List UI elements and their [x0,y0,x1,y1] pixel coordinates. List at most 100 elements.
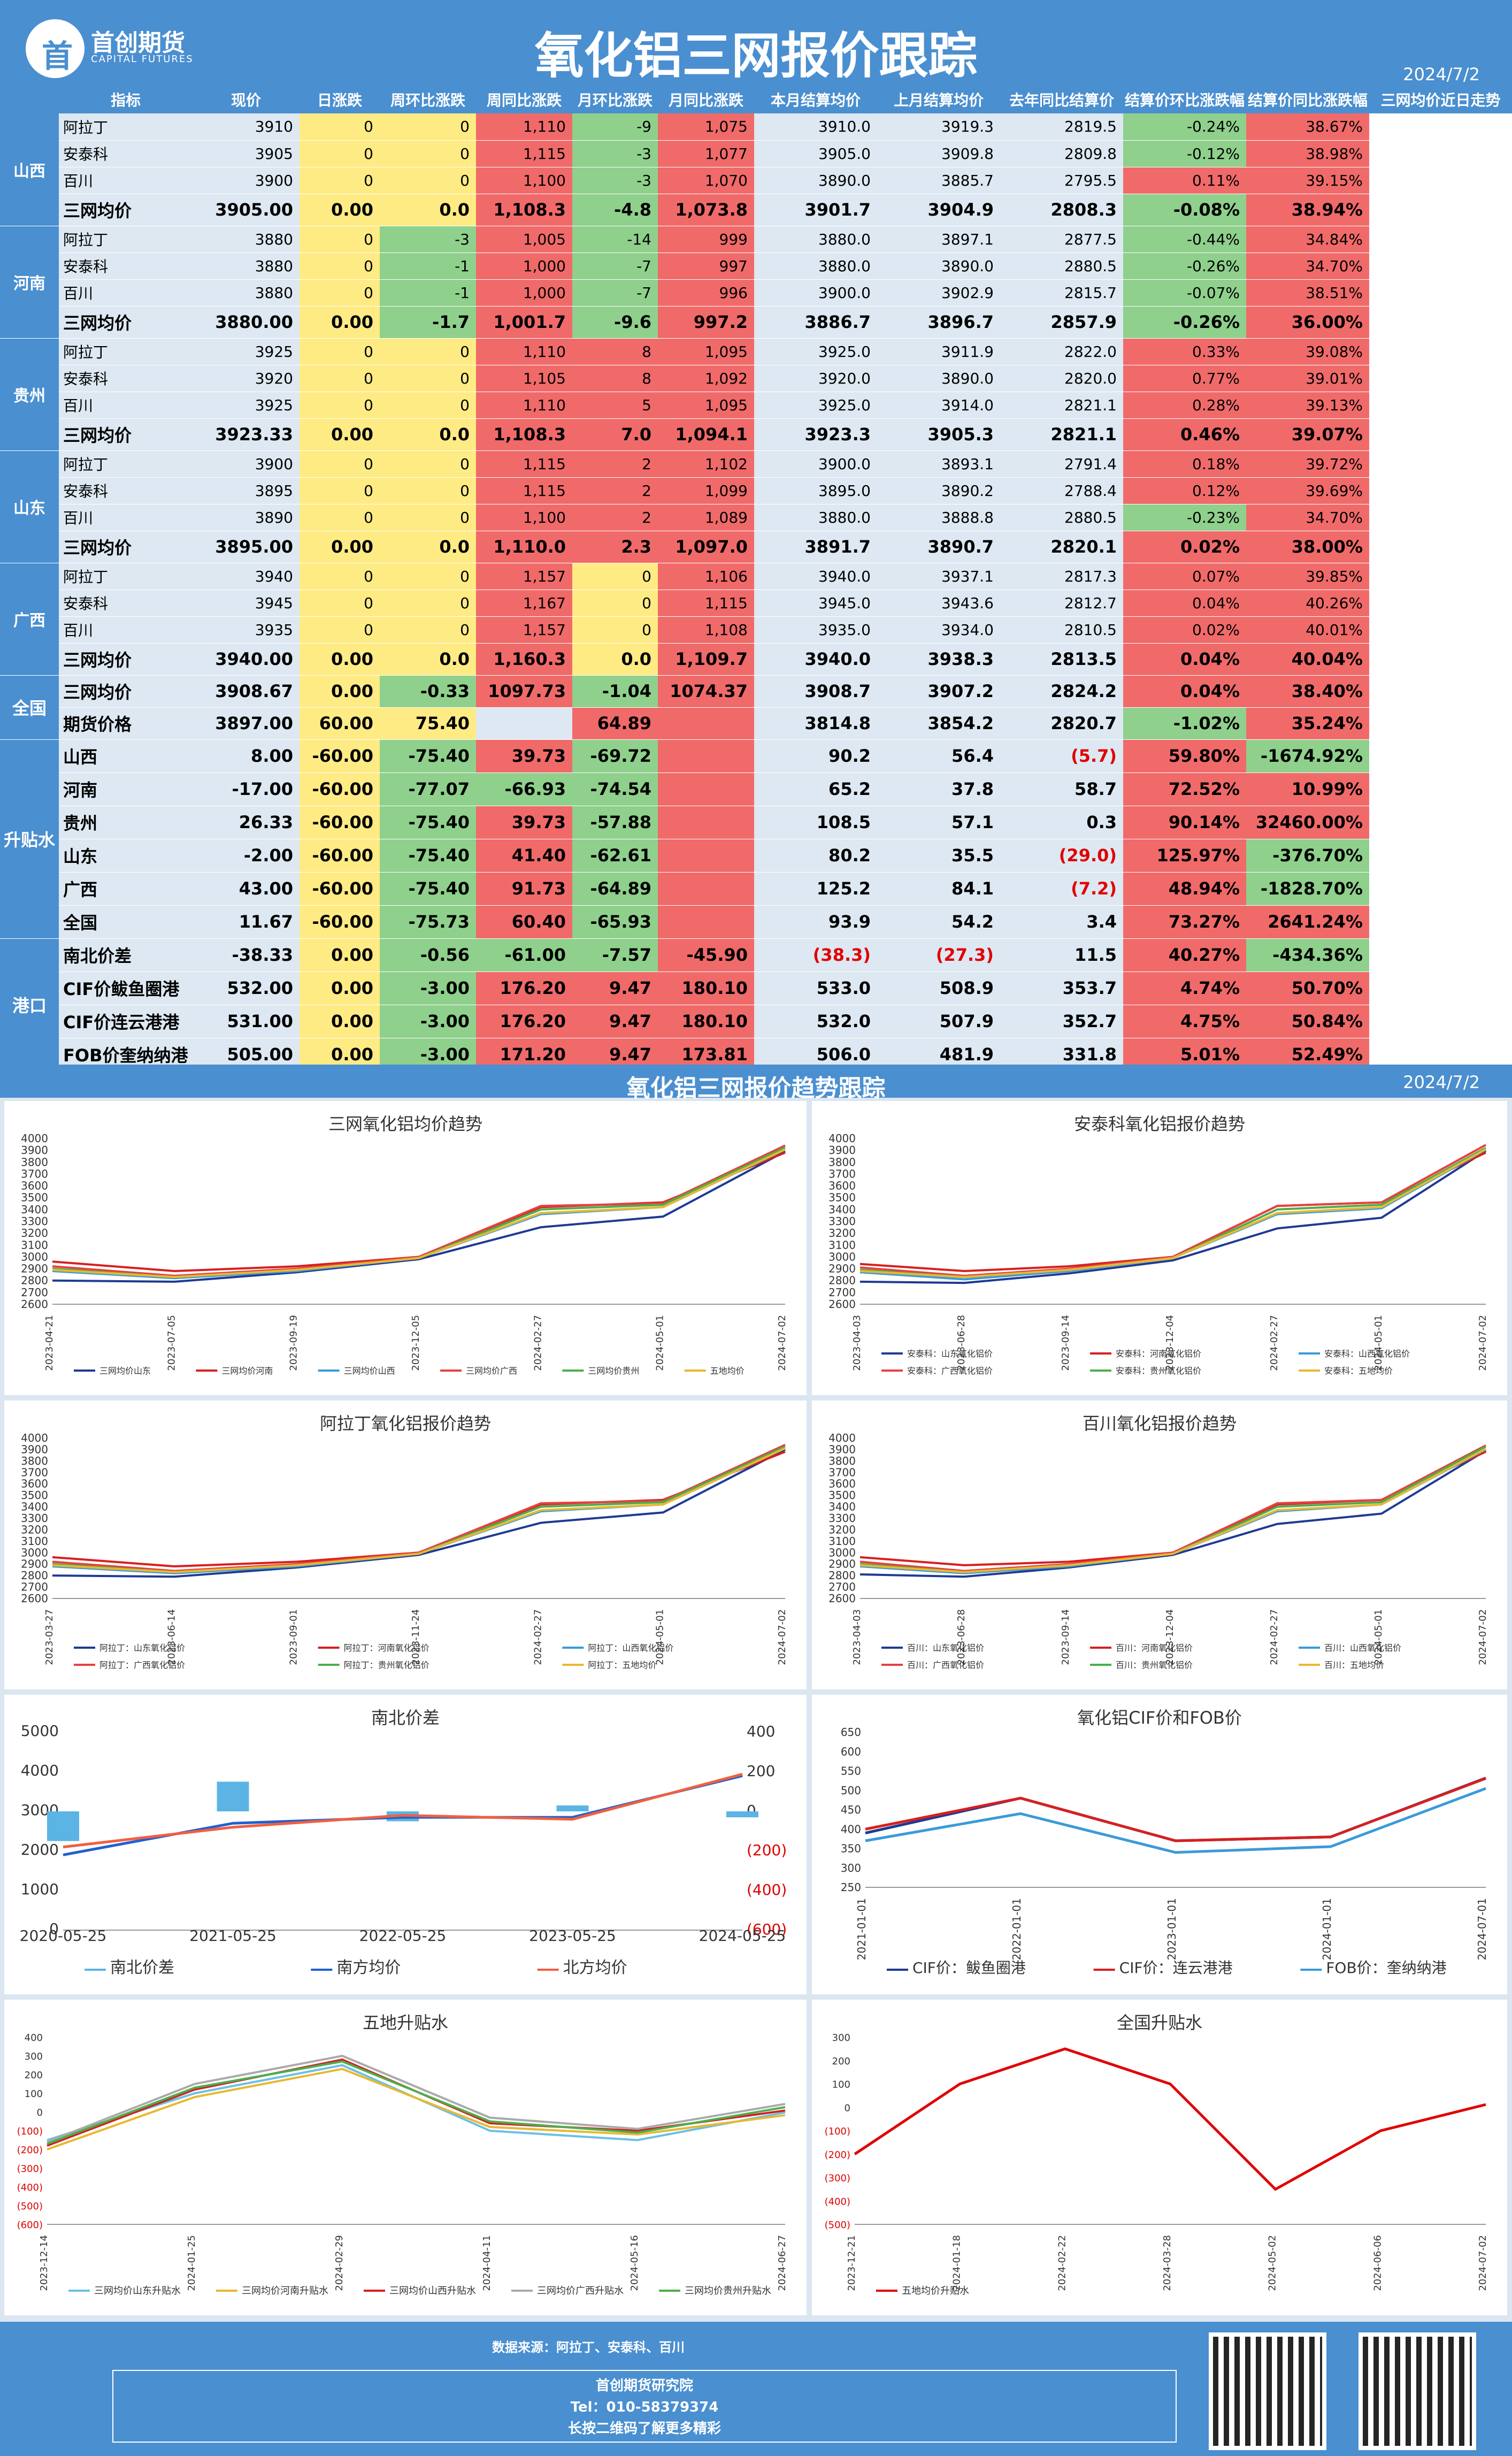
brand-en: CAPITAL FUTURES [91,53,194,65]
x-tick-label: 2023-12-04 [1164,1609,1176,1665]
row-label: 安泰科 [59,253,193,280]
y-tick-label: 4000 [21,1762,59,1779]
chart-basis-national-svg: 300 200 100 0 (100) (200) (300) (400) (500) 2023-… [825,2032,1488,2297]
y-tick-label: 100 [832,2079,850,2091]
table-cell: 4.75% [1123,1005,1246,1038]
table-cell: -0.26% [1123,253,1246,280]
legend-label: 三网均价贵州升贴水 [685,2285,771,2297]
group-label: 山西 [0,113,59,226]
table-cell: 3900 [193,450,300,478]
table-cell: 1,160.3 [476,643,572,676]
table-cell: -3.00 [380,1005,476,1038]
table-cell: 1,115 [476,140,572,167]
y-tick-label: 0 [37,2107,43,2118]
table-cell: 2810.5 [1000,616,1123,644]
table-cell: 3897.00 [193,707,300,740]
table-cell: 0 [380,563,476,590]
table-cell: 2820.7 [1000,707,1123,740]
y-tick-label: 4000 [21,1432,48,1444]
table-cell: -0.26% [1123,306,1246,339]
x-tick-label: 2024-07-02 [1477,1315,1488,1371]
table-cell: 0.02% [1123,531,1246,563]
sparkline-cell [1369,306,1512,339]
table-cell: 0.3 [1000,806,1123,839]
table-cell: 39.07% [1246,418,1369,451]
x-tick-label: 2023-12-04 [1164,1315,1176,1371]
table-cell: -376.70% [1246,839,1369,873]
legend-label: 三网均价贵州 [588,1366,639,1376]
row-label: 全国 [59,905,193,939]
y2-tick-label: (600) [747,1921,787,1938]
x-tick-label: 2024-01-01 [1321,1898,1333,1960]
table-cell: 56.4 [877,739,1000,773]
legend-label: 百川：五地均价 [1324,1660,1384,1670]
data-source: 数据来源：阿拉丁、安泰科、百川 [492,2340,685,2355]
trend-section-date: 2024/7/2 [1403,1072,1480,1092]
table-cell: (38.3) [754,938,877,972]
table-row: 三网均价 3905.00 0.00 0.0 1,108.3 -4.8 1,073.8 3901… [0,194,1512,226]
table-cell: 2821.1 [1000,418,1123,451]
qr-code-icon[interactable] [1209,2332,1326,2450]
table-cell: -75.40 [380,839,476,873]
table-cell: 1,073.8 [658,194,754,226]
x-tick-label: 2022-01-01 [1010,1898,1023,1960]
group-label: 全国 [0,675,59,740]
sparkline-cell [1369,477,1512,504]
table-cell: 3854.2 [877,707,1000,740]
table-cell: 180.10 [658,1005,754,1038]
y-tick-label: 3600 [21,1180,48,1192]
table-cell: 3940 [193,563,300,590]
y-tick-label: 1000 [21,1880,59,1898]
y-tick-label: 300 [832,2032,850,2044]
bar-0-3 [556,1805,589,1811]
chart-panel-spread: 南北价差 5000 4000 3000 2000 1000 0 400 200 0 (200) (4… [4,1695,807,1994]
row-label: 百川 [59,279,193,307]
table-row: 三网均价 3880.00 0.00 -1.7 1,001.7 -9.6 997.2 3886.… [0,306,1512,339]
table-cell: -45.90 [658,938,754,972]
sparkline-cell [1369,772,1512,806]
y-tick-label: 3100 [828,1238,856,1251]
row-label: 期货价格 [59,707,193,740]
table-cell: 3904.9 [877,194,1000,226]
y-tick-label: 3700 [828,1167,856,1180]
y-tick-label: 3000 [21,1546,48,1559]
column-header: 周同比涨跌 [476,86,572,113]
column-header: 周环比涨跌 [380,86,476,113]
table-cell: 0 [300,477,380,504]
table-cell: -60.00 [300,872,380,906]
y-tick-label: (600) [17,2220,43,2231]
table-cell: 0 [380,167,476,194]
table-row: CIF价鲅鱼圈港 532.00 0.00 -3.00 176.20 9.47 180.10 5… [0,971,1512,1005]
row-label: 三网均价 [59,643,193,676]
table-cell [658,806,754,839]
row-label: 阿拉丁 [59,113,193,141]
table-cell: 3937.1 [877,563,1000,590]
y-tick-label: 600 [841,1745,861,1758]
sparkline-cell [1369,1005,1512,1038]
table-cell: 54.2 [877,905,1000,939]
table-cell: 1,110 [476,113,572,141]
table-cell: 2 [572,450,658,478]
table-row: 百川 3900 0 0 1,100 -3 1,070 3890.0 3885.7 2795.5 0.… [0,167,1512,194]
y-tick-label: (200) [17,2145,43,2156]
table-cell: 11.5 [1000,938,1123,972]
x-tick-label: 2024-07-02 [777,1609,788,1665]
table-cell: 3943.6 [877,590,1000,617]
qr-code-icon[interactable] [1359,2332,1476,2450]
sparkline-cell [1369,675,1512,708]
series-line-2 [63,1773,743,1849]
y-tick-label: 3800 [828,1156,856,1168]
table-cell: 32460.00% [1246,806,1369,839]
table-cell: 2812.7 [1000,590,1123,617]
table-cell: 0.00 [300,1005,380,1038]
table-cell: 1,097.0 [658,531,754,563]
table-cell: 3885.7 [877,167,1000,194]
contact-box: 首创期货研究院 Tel：010-58379374 长按二维码了解更多精彩 [112,2370,1177,2443]
table-cell: -1.04 [572,675,658,708]
table-cell [658,839,754,873]
table-cell: 0.07% [1123,563,1246,590]
table-cell: 1,000 [476,279,572,307]
y-tick-label: 3000 [828,1546,856,1559]
table-cell: 41.40 [476,839,572,873]
chart-title: 五地升贴水 [362,2013,448,2033]
